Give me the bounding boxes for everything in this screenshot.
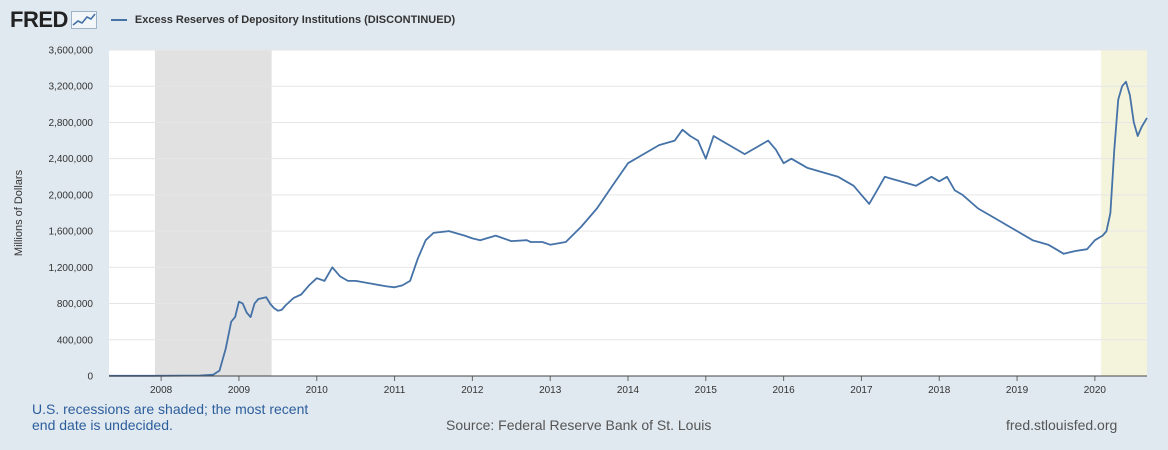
y-tick-label: 800,000 (57, 299, 94, 310)
y-tick-label: 2,000,000 (49, 190, 94, 201)
x-tick-label: 2017 (850, 385, 873, 396)
y-tick-label: 2,400,000 (49, 154, 94, 165)
x-tick-label: 2009 (228, 385, 251, 396)
x-tick-label: 2015 (695, 385, 718, 396)
y-tick-label: 2,800,000 (49, 118, 94, 129)
y-tick-label: 3,200,000 (49, 82, 94, 93)
chart-area: 0 400,000 800,000 1,200,000 1,600,000 2,000,0… (13, 46, 1148, 396)
x-axis-ticks: 2008 2009 2010 2011 2012 2013 2014 2015 2016 2017… (150, 376, 1106, 396)
x-tick-label: 2019 (1006, 385, 1029, 396)
series-line[interactable] (109, 80, 1148, 377)
recession-bands (154, 50, 1147, 376)
x-tick-label: 2008 (150, 385, 173, 396)
y-tick-label: 400,000 (57, 335, 94, 346)
fred-graph-icon (70, 11, 97, 29)
chart-header: FRED Excess Reserves of Depository Insti… (10, 7, 456, 32)
fred-url-link[interactable]: fred.stlouisfed.org (1006, 417, 1118, 433)
y-axis-ticks: 0 400,000 800,000 1,200,000 1,600,000 2,000,0… (49, 46, 94, 383)
x-tick-label: 2012 (461, 385, 484, 396)
x-tick-label: 2014 (617, 385, 640, 396)
x-tick-label: 2011 (384, 385, 406, 396)
y-tick-label: 1,200,000 (49, 263, 94, 274)
recession-note: U.S. recessions are shaded; the most rec… (32, 401, 309, 433)
gridlines (109, 49, 1147, 341)
x-tick-label: 2010 (306, 385, 329, 396)
recession-band (1101, 50, 1147, 376)
x-tick-label: 2020 (1084, 385, 1107, 396)
x-tick-label: 2018 (928, 385, 951, 396)
source-text: Source: Federal Reserve Bank of St. Loui… (446, 417, 712, 433)
x-tick-label: 2016 (772, 385, 795, 396)
y-tick-label: 0 (87, 372, 93, 383)
y-tick-label: 1,600,000 (49, 227, 94, 238)
y-tick-label: 3,600,000 (49, 46, 94, 57)
y-axis-title: Millions of Dollars (13, 169, 25, 256)
legend-line-swatch (110, 19, 127, 21)
recession-band (154, 50, 272, 376)
fred-logo[interactable]: FRED (10, 7, 68, 32)
plot-background (109, 50, 1147, 376)
x-tick-label: 2013 (539, 385, 562, 396)
legend-series-title[interactable]: Excess Reserves of Depository Institutio… (134, 14, 456, 26)
